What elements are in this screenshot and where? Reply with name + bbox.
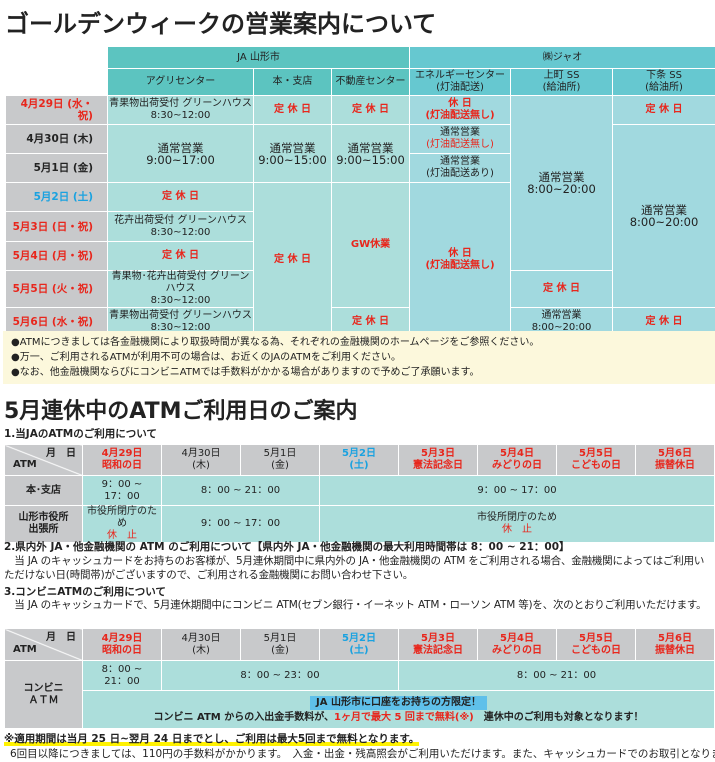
energy-0501: 通常営業 (灯油配送あり)	[409, 153, 512, 183]
shiyakusho-holiday: 市役所閉庁のため休 止	[319, 505, 715, 543]
conv-atm-table: 月 日 ATM 4月29日 昭和の日 4月30日 (木) 5月1日 (金) 5月2日 (土) 5月3…	[4, 628, 715, 729]
honten-normal: 通常営業 9:00~15:00	[253, 124, 332, 183]
shimo-0429: 定 休 日	[612, 95, 715, 125]
agri-normal: 通常営業 9:00~17:00	[107, 124, 254, 183]
col-fudosan: 不動産センター	[330, 68, 411, 96]
day-header: 4月30日 (木)	[161, 444, 241, 476]
date-0503: 5月3日 (日・祝)	[5, 211, 108, 242]
note: ●なお、他金融機関ならびにコンビニATMでは手数料がかかる場合がありますので予め…	[11, 367, 480, 378]
day-header: 5月1日 (金)	[240, 628, 320, 661]
fudosan-normal: 通常営業 9:00~15:00	[330, 124, 411, 183]
promo-line: コンビニ ATM からの入出金手数料が、1ヶ月で最大 5 回まで無料(※) 連休…	[83, 712, 714, 724]
agri-0504: 定 休 日	[107, 241, 254, 271]
day-header: 5月6日 振替休日	[635, 444, 715, 476]
shimo-normal: 通常営業 8:00~20:00	[612, 124, 715, 308]
group-jao: ㈱ジャオ	[409, 46, 715, 69]
honten-0429: 9：00 ~ 17：00	[82, 475, 162, 506]
date-0504: 5月4日 (月・祝)	[5, 241, 108, 271]
day-header: 5月5日 こどもの日	[556, 628, 636, 661]
shiyakusho-weekday: 9：00 ~ 17：00	[161, 505, 320, 543]
col-shimojo: 下条 SS (給油所)	[612, 68, 715, 96]
fudosan-0429: 定 休 日	[330, 95, 411, 125]
fudosan-gw: GW休業	[330, 182, 411, 308]
schedule-table: JA 山形市 ㈱ジャオ アグリセンター 本・支店 不動産センター エネルギーセンター (…	[5, 46, 715, 337]
section-3-text: 当 JA のキャッシュカードで、5月連休期間中にコンビニ ATM(セブン銀行・イ…	[4, 599, 707, 611]
corner-header: 月 日 ATM	[4, 628, 83, 661]
row-label-shiyakusho: 山形市役所 出張所	[4, 505, 83, 543]
day-header: 4月29日 昭和の日	[82, 444, 162, 476]
energy-gw: 休 日 (灯油配送無し)	[409, 182, 512, 337]
page-title: ゴールデンウィークの営業案内について	[5, 10, 437, 38]
footnote-highlight: ※適用期間は当月 25 日~翌月 24 日までとし、ご利用は最大5回まで無料とな…	[4, 731, 420, 746]
note: ●万一、ご利用されるATMが利用不可の場合は、お近くのJAのATMをご利用くださ…	[11, 352, 401, 363]
day-header: 5月3日 憲法記念日	[398, 444, 478, 476]
agri-0503: 花卉出荷受付 グリーンハウス 8:30~12:00	[107, 211, 254, 242]
date-0505: 5月5日 (火・祝)	[5, 270, 108, 308]
notes-box: ●ATMにつきましては各金融機関により取扱時間が異なる為、それぞれの金融機関のホ…	[3, 331, 715, 384]
honten-holiday: 9：00 ~ 17：00	[319, 475, 715, 506]
section-2-heading: 2.県内外 JA・他金融機関の ATM のご利用について【県内外 JA・他金融機…	[4, 541, 570, 553]
conv-holiday: 8：00 ~ 21：00	[398, 660, 715, 691]
honten-0429: 定 休 日	[253, 95, 332, 125]
agri-0429: 青果物出荷受付 グリーンハウス 8:30~12:00	[107, 95, 254, 125]
day-header: 4月29日 昭和の日	[82, 628, 162, 661]
footnote: 6回目以降につきましては、110円の手数料がかかります。 入金・出金・残高照会が…	[10, 748, 715, 760]
col-agri: アグリセンター	[107, 68, 254, 96]
atm-title: 5月連休中のATMご利用日のご案内	[4, 399, 358, 424]
row-label-conv: コンビニ ＡＴＭ	[4, 660, 83, 729]
shiyakusho-0429: 市役所閉庁のため休 止	[82, 505, 162, 543]
section-1-heading: 1.当JAのATMのご利用について	[4, 428, 157, 440]
date-0429: 4月29日 (水・祝)	[5, 95, 108, 125]
group-ja: JA 山形市	[106, 46, 411, 69]
day-header: 4月30日 (木)	[161, 628, 241, 661]
corner-header: 月 日 ATM	[4, 444, 83, 476]
day-header: 5月2日 (土)	[319, 444, 399, 476]
promo-badge: JA 山形市に口座をお持ちの方限定！	[310, 695, 487, 710]
honten-weekday: 8：00 ~ 21：00	[161, 475, 320, 506]
day-header: 5月3日 憲法記念日	[398, 628, 478, 661]
kami-0505: 定 休 日	[510, 270, 614, 308]
section-3-heading: 3.コンビニATMのご利用について	[4, 586, 166, 598]
date-0501: 5月1日 (金)	[5, 153, 108, 183]
agri-0505: 青果物･花卉出荷受付 グリーンハウス 8:30~12:00	[107, 270, 254, 308]
date-0430: 4月30日 (木)	[5, 124, 108, 154]
note: ●ATMにつきましては各金融機関により取扱時間が異なる為、それぞれの金融機関のホ…	[11, 337, 540, 348]
energy-0430: 通常営業 (灯油配送無し)	[409, 124, 512, 154]
day-header: 5月4日 みどりの日	[477, 444, 557, 476]
energy-0429: 休 日 (灯油配送無し)	[409, 95, 512, 125]
col-honten: 本・支店	[253, 68, 332, 96]
row-label-honten: 本･支店	[4, 475, 83, 506]
conv-promo: JA 山形市に口座をお持ちの方限定！ コンビニ ATM からの入出金手数料が、1ヶ…	[82, 690, 715, 729]
conv-weekday: 8：00 ~ 23：00	[161, 660, 399, 691]
day-header: 5月4日 みどりの日	[477, 628, 557, 661]
honten-gw: 定 休 日	[253, 182, 332, 337]
conv-0429: 8：00 ~ 21：00	[82, 660, 162, 691]
day-header: 5月5日 こどもの日	[556, 444, 636, 476]
ja-atm-table: 月 日 ATM 4月29日 昭和の日 4月30日 (木) 5月1日 (金) 5月2日 (土) 5月3…	[4, 444, 715, 543]
promo-free: 1ヶ月で最大 5 回まで無料(※)	[334, 711, 474, 723]
section-2-text: 当 JA のキャッシュカードをお持ちのお客様が、5月連休期間中に県内外の JA・…	[4, 555, 705, 581]
kami-normal: 通常営業 8:00~20:00	[510, 95, 614, 271]
promo-note: 連休中のご利用も対象となります！	[473, 711, 644, 723]
col-energy: エネルギーセンター (灯油配送)	[409, 68, 512, 96]
date-0502: 5月2日 (土)	[5, 182, 108, 212]
agri-0502: 定 休 日	[107, 182, 254, 212]
day-header: 5月6日 振替休日	[635, 628, 715, 661]
col-kamimachi: 上町 SS (給油所)	[510, 68, 614, 96]
day-header: 5月2日 (土)	[319, 628, 399, 661]
promo-text: コンビニ ATM からの入出金手数料が、	[153, 711, 335, 723]
day-header: 5月1日 (金)	[240, 444, 320, 476]
